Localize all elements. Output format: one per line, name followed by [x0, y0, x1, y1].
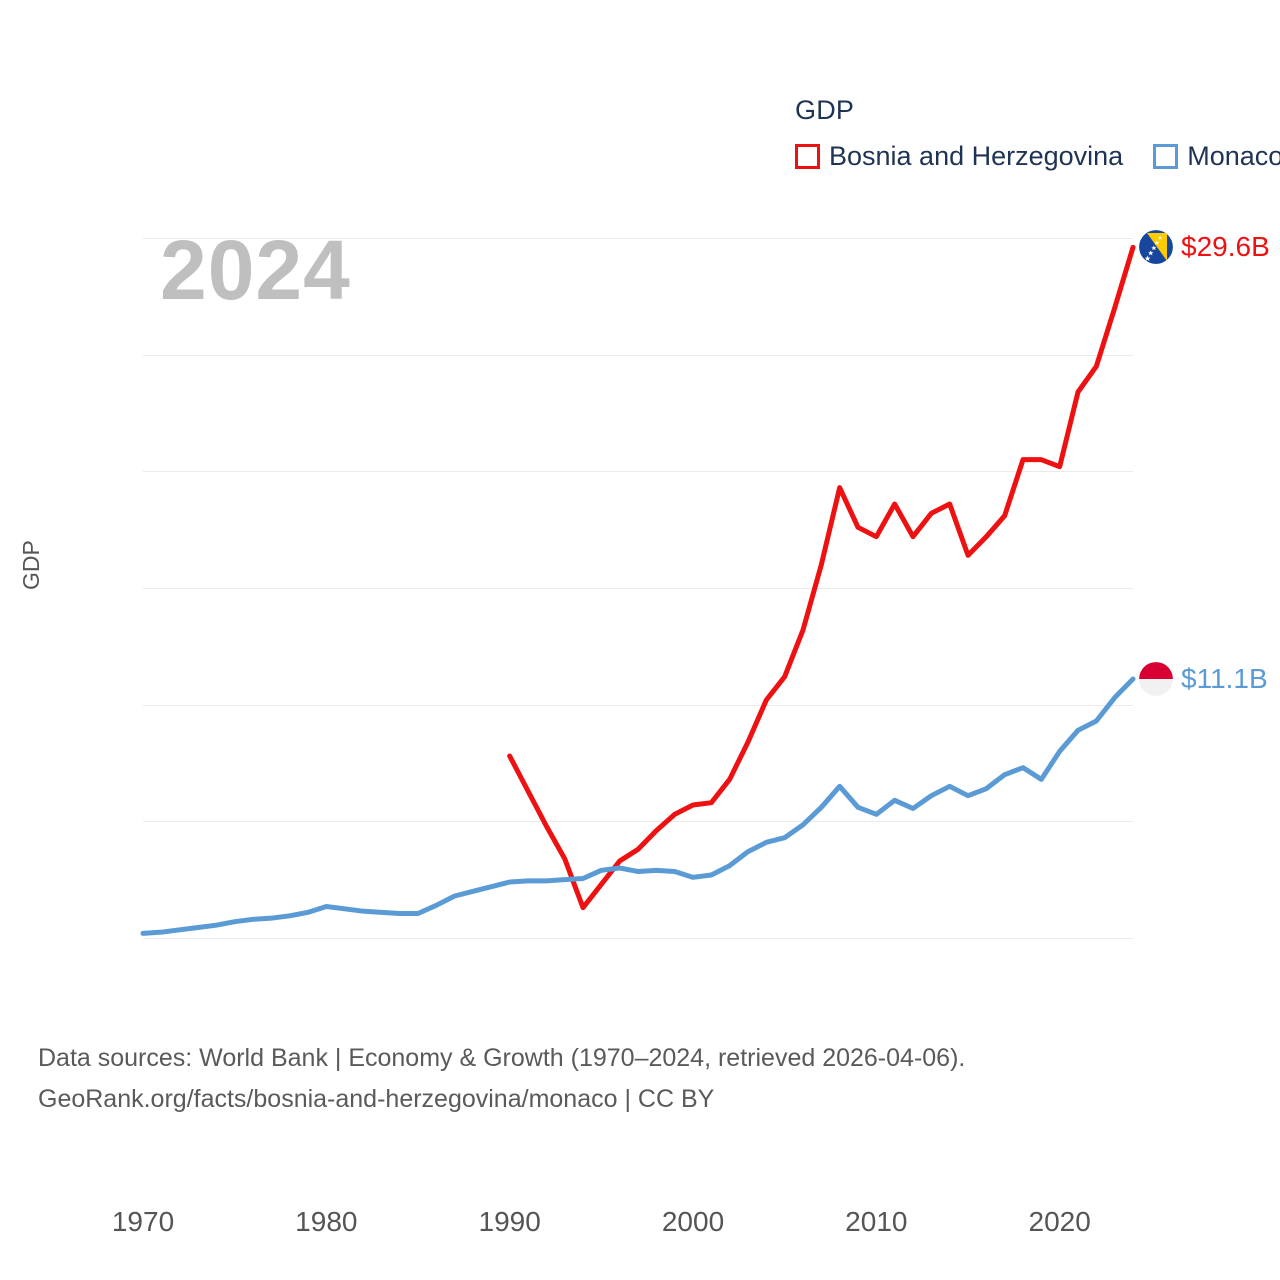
endpoint-bosnia-and-herzegovina: $29.6B — [1139, 230, 1270, 265]
year-watermark: 2024 — [160, 223, 351, 317]
x-axis-tick-label: 2010 — [845, 1206, 908, 1237]
legend-item-label: Monaco — [1187, 140, 1280, 171]
legend-title: GDP — [795, 95, 855, 125]
endpoint-value: $29.6B — [1181, 231, 1270, 263]
chart-legend: GDP Bosnia and Herzegovina Monaco — [795, 95, 1280, 172]
gridline — [143, 354, 1133, 356]
legend-item-monaco[interactable]: Monaco — [1153, 141, 1280, 172]
y-axis-title: GDP — [18, 540, 44, 590]
x-axis-tick-label: 2020 — [1028, 1206, 1091, 1237]
gridline — [143, 704, 1133, 706]
gridline — [143, 238, 1133, 239]
gridline — [143, 821, 1133, 823]
endpoint-monaco: $11.1B — [1139, 662, 1268, 696]
x-axis-tick-label: 2000 — [661, 1206, 725, 1237]
gridline — [143, 471, 1133, 473]
x-axis-tick-label: 1970 — [111, 1206, 175, 1237]
square-outline-icon — [795, 143, 820, 169]
legend-item-bosnia-and-herzegovina[interactable]: Bosnia and Herzegovina — [795, 141, 1123, 172]
series-line-monaco — [140, 676, 1136, 936]
bosnia-and-herzegovina-flag-icon — [1139, 230, 1173, 265]
footer-attribution: Data sources: World Bank | Economy & Gro… — [38, 1038, 965, 1121]
gridline — [143, 588, 1133, 589]
series-lines — [140, 244, 1136, 936]
monaco-flag-icon — [1139, 662, 1173, 696]
gridline — [143, 938, 1133, 939]
x-axis-tick-label: 1980 — [295, 1206, 358, 1237]
plot-area: $0 $5B $10B $15B $20B $25B $30B 1970 198… — [112, 238, 1136, 1237]
endpoint-value: $11.1B — [1181, 663, 1268, 694]
x-axis-tick-label: 1990 — [478, 1206, 541, 1237]
legend-item-label: Bosnia and Herzegovina — [829, 140, 1124, 171]
footer-line-data-sources: Data sources: World Bank | Economy & Gro… — [38, 1044, 966, 1072]
square-outline-icon — [1153, 143, 1179, 169]
legend-items: Bosnia and Herzegovina Monaco — [795, 141, 1280, 172]
footer-line-url-license: GeoRank.org/facts/bosnia-and-herzegovina… — [38, 1085, 715, 1114]
